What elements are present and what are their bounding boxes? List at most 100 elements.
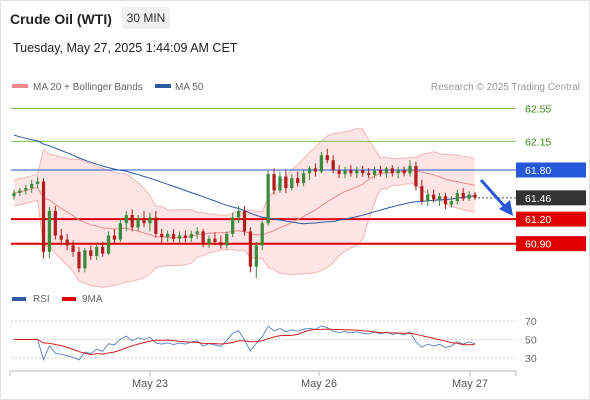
candle-body [349, 169, 353, 174]
rsi-legend-label: RSI [33, 294, 50, 305]
last-price-box [516, 190, 586, 206]
candle-body [420, 186, 424, 202]
rsi-line [14, 325, 476, 362]
candle-body [53, 210, 57, 236]
candle-body [89, 250, 93, 256]
candle-body [254, 245, 258, 267]
pivot-label: 61.80 [525, 165, 551, 177]
candle-body [437, 196, 442, 200]
candle-body [18, 190, 22, 193]
x-tick-label: May 23 [132, 378, 168, 390]
candle-body [183, 235, 188, 238]
candle-body [390, 168, 394, 174]
candle-body [213, 238, 217, 243]
candle-body [83, 250, 87, 269]
candle-body [65, 239, 69, 246]
bollinger-band-fill [14, 128, 475, 288]
candle-body [384, 168, 388, 174]
candle-body [47, 210, 52, 252]
candle-body [372, 169, 377, 175]
candle-body [290, 178, 294, 188]
resistance-label: 62.55 [525, 104, 551, 116]
candle-body [301, 173, 306, 184]
instrument-title: Crude Oil (WTI) [10, 11, 112, 27]
candle-body [148, 217, 152, 224]
candle-body [154, 217, 158, 234]
x-tick-label: May 26 [301, 378, 337, 390]
x-tick-label: May 27 [452, 378, 488, 390]
level-labels: 62.55 62.15 61.80 61.46 61.20 60.90 [516, 104, 586, 252]
candle-body [343, 169, 347, 175]
candle-body [160, 233, 164, 238]
candle-body [231, 217, 235, 234]
candle-body [136, 219, 140, 228]
timeframe-button[interactable]: 30 MIN [122, 7, 170, 29]
ma50-legend-swatch [155, 84, 171, 88]
support-label: 60.90 [525, 239, 551, 251]
candles [12, 148, 477, 279]
candle-body [378, 169, 383, 174]
candle-body [207, 238, 211, 244]
ma50-legend-label: MA 50 [175, 82, 204, 93]
candle-body [461, 192, 465, 199]
candle-body [473, 194, 477, 198]
rsi-tick-label: 50 [525, 335, 537, 347]
candle-body [432, 194, 436, 200]
timestamp: Tuesday, May 27, 2025 1:44:09 AM CET [13, 41, 238, 55]
candle-body [355, 169, 359, 174]
resistance-label: 62.15 [525, 136, 551, 148]
rsi-tick-label: 70 [525, 316, 537, 328]
candle-body [242, 210, 247, 232]
x-axis-ticks: May 23 May 26 May 27 [132, 371, 488, 390]
candle-body [408, 165, 412, 174]
candle-body [272, 174, 276, 191]
candle-body [24, 188, 28, 191]
bollinger-lower [13, 183, 476, 289]
last-price-label: 61.46 [525, 193, 551, 205]
support-label: 61.20 [525, 214, 551, 226]
candle-body [95, 246, 99, 256]
candle-body [248, 231, 253, 267]
candle-body [367, 173, 371, 175]
rsi-ma-legend-swatch [62, 297, 76, 301]
candle-body [296, 178, 300, 184]
candle-body [41, 181, 46, 252]
candle-body [142, 219, 146, 224]
candle-body [225, 233, 229, 246]
candle-body [402, 169, 406, 174]
candle-body [319, 155, 323, 172]
rsi-ma-legend-label: 9MA [82, 294, 103, 305]
candle-body [35, 181, 40, 184]
candle-body [30, 183, 34, 188]
candle-body [12, 192, 16, 197]
candle-body [278, 176, 282, 191]
candle-body [77, 251, 81, 269]
candle-body [361, 169, 365, 174]
candle-body [313, 168, 318, 172]
research-credit: Research © 2025 Trading Central [431, 82, 580, 93]
candle-body [106, 235, 111, 254]
ma20-legend-swatch [12, 84, 28, 88]
candle-body [307, 168, 312, 174]
candle-body [189, 233, 193, 238]
candle-body [337, 169, 341, 175]
price-levels [11, 108, 516, 245]
candle-body [130, 215, 134, 228]
candle-body [59, 235, 63, 240]
candle-body [236, 210, 241, 218]
candle-body [71, 245, 75, 252]
rsi-tick-label: 30 [525, 353, 537, 365]
candle-body [124, 215, 128, 224]
candle-body [101, 246, 105, 254]
candle-body [414, 165, 418, 187]
pivot-label-box [516, 162, 586, 178]
candle-body [325, 155, 329, 161]
candle-body [112, 235, 117, 240]
candle-body [443, 196, 448, 205]
support-label-box [516, 211, 586, 227]
candle-body [166, 233, 170, 238]
candle-body [455, 192, 459, 202]
ma20-legend-label: MA 20 + Bollinger Bands [33, 82, 143, 93]
candle-body [467, 194, 471, 199]
